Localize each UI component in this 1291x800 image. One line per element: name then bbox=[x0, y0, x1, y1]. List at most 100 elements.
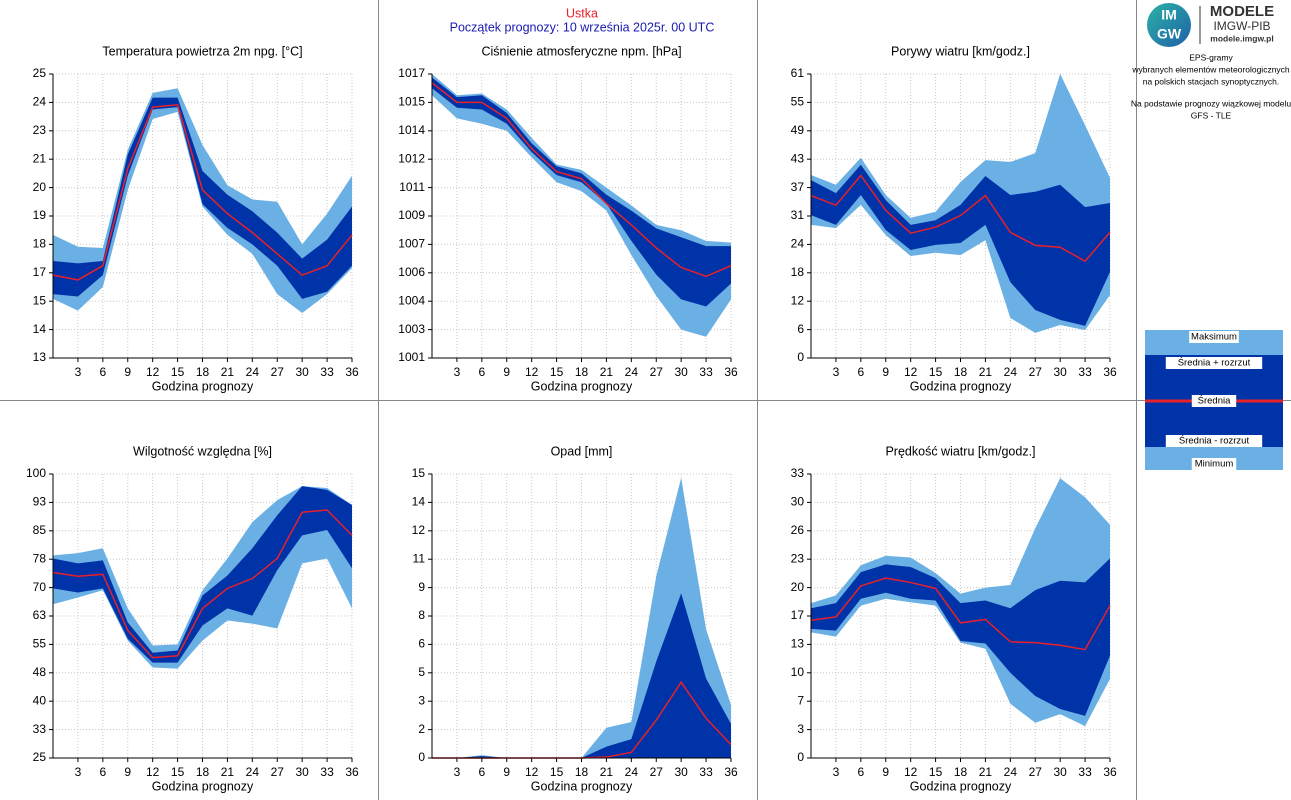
y-tick-label: 63 bbox=[33, 608, 47, 622]
mean-line bbox=[431, 82, 732, 278]
x-tick-label: 12 bbox=[525, 365, 539, 379]
x-tick-label: 15 bbox=[171, 765, 185, 779]
x-tick-label: 24 bbox=[1004, 765, 1018, 779]
y-tick-label: 13 bbox=[791, 637, 805, 651]
x-axis-label: Godzina prognozy bbox=[152, 379, 254, 393]
x-tick-label: 36 bbox=[345, 765, 359, 779]
y-tick-label: 2 bbox=[418, 722, 425, 736]
x-tick-label: 21 bbox=[221, 365, 235, 379]
chart-title: Opad [mm] bbox=[551, 444, 613, 458]
x-tick-label: 21 bbox=[600, 765, 614, 779]
y-tick-label: 10 bbox=[791, 665, 805, 679]
x-tick-label: 18 bbox=[196, 765, 210, 779]
x-tick-label: 30 bbox=[295, 765, 309, 779]
x-tick-label: 21 bbox=[979, 765, 993, 779]
chart: Temperatura powietrza 2m npg. [°C] 13 14 15… bbox=[33, 44, 359, 393]
y-tick-label: 24 bbox=[791, 237, 805, 251]
x-tick-label: 6 bbox=[478, 365, 485, 379]
x-tick-label: 9 bbox=[503, 765, 510, 779]
x-tick-label: 12 bbox=[525, 765, 539, 779]
y-tick-label: 1011 bbox=[399, 180, 425, 194]
x-tick-label: 36 bbox=[724, 365, 738, 379]
x-tick-label: 6 bbox=[99, 765, 106, 779]
y-tick-label: 12 bbox=[412, 523, 426, 537]
x-tick-label: 9 bbox=[882, 365, 889, 379]
description-line: na polskich stacjach synoptycznych. bbox=[1143, 76, 1280, 86]
x-tick-label: 27 bbox=[1029, 365, 1043, 379]
chart: Porywy wiatru [km/godz.] 0 6 12 18 24 31 37 43 49… bbox=[791, 44, 1117, 393]
x-tick-label: 33 bbox=[320, 765, 334, 779]
logo-brand: MODELE bbox=[1210, 3, 1274, 20]
description-line: wybranych elementów meteorologicznych bbox=[1131, 64, 1290, 74]
x-tick-label: 6 bbox=[857, 765, 864, 779]
y-tick-label: 21 bbox=[33, 151, 47, 165]
x-tick-label: 33 bbox=[320, 365, 334, 379]
x-axis-label: Godzina prognozy bbox=[531, 779, 633, 793]
y-tick-label: 25 bbox=[33, 750, 47, 764]
legend-label: Minimum bbox=[1195, 459, 1234, 470]
x-tick-label: 27 bbox=[650, 765, 664, 779]
y-tick-label: 0 bbox=[418, 750, 425, 764]
legend-label-bg bbox=[1189, 331, 1239, 343]
x-tick-label: 21 bbox=[979, 365, 993, 379]
y-tick-label: 70 bbox=[33, 580, 47, 594]
y-tick-label: 40 bbox=[33, 693, 47, 707]
y-tick-label: 17 bbox=[33, 265, 47, 279]
chart-title: Wilgotność względna [%] bbox=[133, 444, 272, 458]
y-tick-label: 15 bbox=[412, 466, 426, 480]
y-tick-label: 55 bbox=[791, 95, 805, 109]
y-tick-label: 100 bbox=[26, 466, 46, 480]
x-tick-label: 27 bbox=[271, 765, 285, 779]
y-tick-label: 24 bbox=[33, 95, 47, 109]
logo-url: modele.imgw.pl bbox=[1210, 33, 1273, 43]
x-tick-label: 27 bbox=[650, 365, 664, 379]
y-tick-label: 6 bbox=[797, 322, 804, 336]
legend-label: Średnia bbox=[1198, 395, 1231, 407]
chart: Wilgotność względna [%]25334048556370788… bbox=[26, 444, 359, 793]
y-tick-label: 3 bbox=[797, 722, 804, 736]
y-tick-label: 14 bbox=[33, 322, 47, 336]
legend-label: Średnia - rozrzut bbox=[1179, 435, 1250, 447]
x-tick-label: 6 bbox=[857, 365, 864, 379]
spread-band bbox=[811, 558, 1110, 716]
x-tick-label: 24 bbox=[625, 365, 639, 379]
x-tick-label: 21 bbox=[600, 365, 614, 379]
y-tick-label: 6 bbox=[418, 637, 425, 651]
y-tick-label: 9 bbox=[418, 580, 425, 594]
y-tick-label: 13 bbox=[33, 350, 47, 364]
x-axis-label: Godzina prognozy bbox=[531, 379, 633, 393]
y-tick-label: 15 bbox=[33, 293, 47, 307]
y-tick-label: 23 bbox=[33, 123, 47, 137]
x-tick-label: 30 bbox=[1053, 765, 1067, 779]
x-tick-label: 24 bbox=[1004, 365, 1018, 379]
x-tick-label: 18 bbox=[196, 365, 210, 379]
legend: Maksimum Średnia + rozrzut Średnia Średnia … bbox=[1145, 330, 1283, 470]
y-tick-label: 49 bbox=[791, 123, 805, 137]
y-tick-label: 93 bbox=[33, 495, 47, 509]
x-tick-label: 12 bbox=[146, 365, 160, 379]
x-tick-label: 24 bbox=[246, 365, 260, 379]
x-tick-label: 33 bbox=[699, 765, 713, 779]
x-tick-label: 15 bbox=[929, 365, 943, 379]
y-tick-label: 30 bbox=[791, 495, 805, 509]
description-line: Na podstawie prognozy wiązkowej modelu bbox=[1131, 98, 1291, 108]
x-tick-label: 3 bbox=[75, 765, 82, 779]
chart-title: Prędkość wiatru [km/godz.] bbox=[885, 444, 1035, 458]
y-tick-label: 33 bbox=[33, 722, 47, 736]
y-tick-label: 7 bbox=[797, 693, 804, 707]
station: Ustka bbox=[566, 6, 598, 20]
x-tick-label: 27 bbox=[271, 365, 285, 379]
x-tick-label: 12 bbox=[904, 765, 918, 779]
x-tick-label: 18 bbox=[575, 765, 589, 779]
y-tick-label: 61 bbox=[791, 66, 805, 80]
x-axis-label: Godzina prognozy bbox=[910, 779, 1012, 793]
y-tick-label: 0 bbox=[797, 350, 804, 364]
logo: IM GW MODELE IMGW-PIB modele.imgw.pl bbox=[1147, 3, 1274, 47]
x-tick-label: 3 bbox=[75, 365, 82, 379]
y-tick-label: 33 bbox=[791, 466, 805, 480]
x-tick-label: 21 bbox=[221, 765, 235, 779]
chart-title: Ciśnienie atmosferyczne npm. [hPa] bbox=[481, 44, 681, 58]
y-tick-label: 11 bbox=[413, 551, 426, 565]
